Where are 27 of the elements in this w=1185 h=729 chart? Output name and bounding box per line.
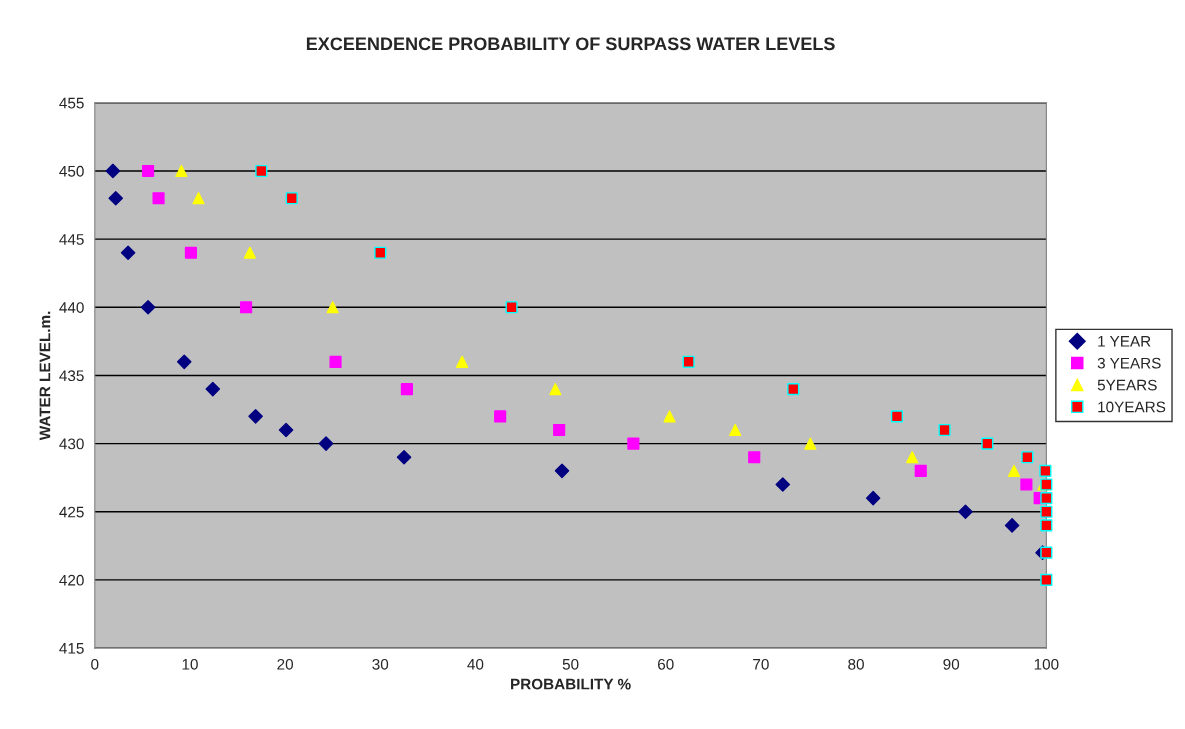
legend-label: 1 YEAR — [1098, 336, 1151, 347]
y-axis-title: WATER LEVEL.m. — [39, 311, 51, 441]
x-tick-label: 40 — [467, 658, 484, 670]
y-tick-label: 445 — [59, 234, 84, 245]
y-tick-label: 455 — [59, 97, 84, 109]
y-tick-label: 435 — [59, 370, 84, 382]
y-tick-label: 440 — [59, 302, 84, 313]
chart-title: EXCEENDENCE PROBABILITY OF SURPASS WATER LEVELS — [306, 37, 835, 51]
x-tick-label: 80 — [848, 658, 864, 670]
x-tick-label: 60 — [658, 658, 674, 670]
x-tick-label: 10 — [182, 658, 198, 670]
y-tick-label: 430 — [59, 438, 84, 450]
y-tick-label: 420 — [59, 574, 84, 586]
y-tick-label: 425 — [59, 506, 84, 518]
x-tick-label: 100 — [1034, 658, 1059, 670]
y-tick-label: 415 — [59, 643, 84, 654]
legend-label: 10YEARS — [1098, 401, 1166, 413]
x-tick-label: 70 — [753, 658, 769, 670]
x-tick-label: 30 — [372, 658, 389, 670]
x-tick-label: 20 — [277, 658, 294, 670]
legend-label: 5YEARS — [1097, 379, 1157, 391]
legend-label: 3 YEARS — [1097, 357, 1161, 369]
y-tick-label: 450 — [59, 165, 84, 177]
x-axis-title: PROBABILITY % — [511, 678, 631, 690]
x-tick-label: 50 — [562, 658, 579, 670]
x-tick-label: 0 — [91, 658, 99, 670]
x-tick-label: 90 — [943, 658, 960, 670]
